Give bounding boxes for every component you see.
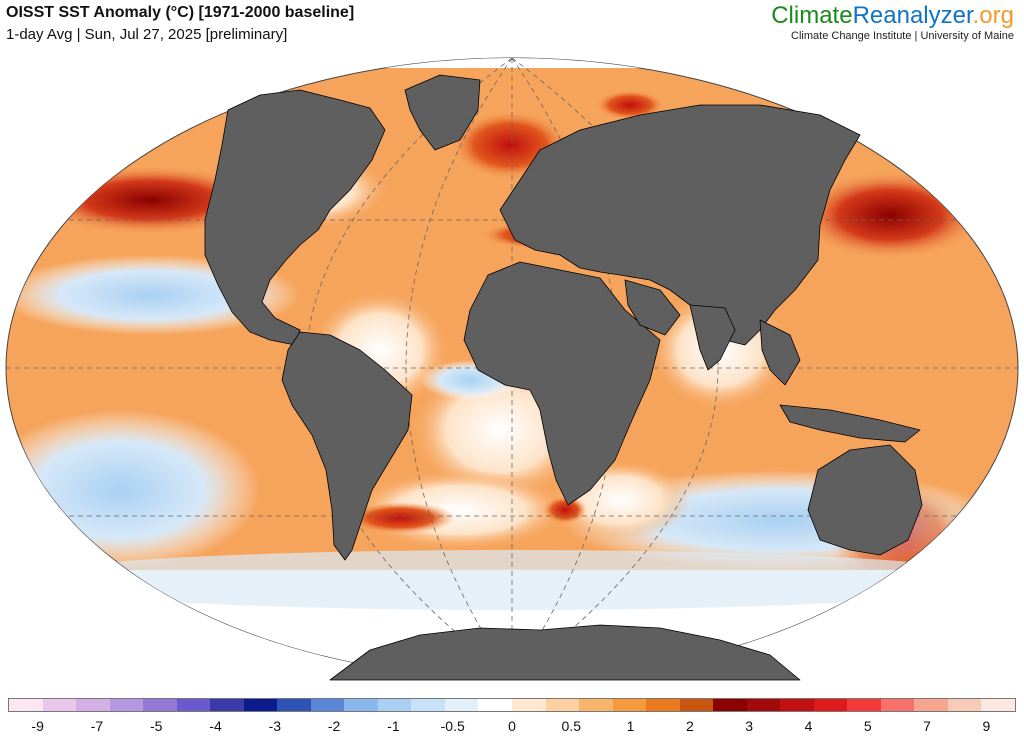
colorbar-swatch: [947, 699, 982, 711]
colorbar-swatch: [646, 699, 680, 711]
colorbar-swatch: [76, 699, 110, 711]
colorbar-tick-label: 2: [685, 718, 694, 734]
colorbar-swatch: [344, 699, 378, 711]
colorbar-swatch: [746, 699, 781, 711]
climate-reanalyzer-logo[interactable]: ClimateReanalyzer.org Climate Change Ins…: [771, 2, 1014, 42]
colorbar-tick-label: -4: [209, 718, 222, 734]
colorbar-swatch: [780, 699, 814, 711]
colorbar-swatch: [277, 699, 311, 711]
colorbar-swatch: [42, 699, 77, 711]
colorbar-tick-label: 3: [745, 718, 754, 734]
colorbar-tick-label: 4: [804, 718, 813, 734]
arabian-peninsula: [624, 279, 681, 336]
logo-word-org: .org: [972, 2, 1014, 29]
colorbar-swatch: [813, 699, 848, 711]
colorbar-tick-label: 1: [626, 718, 635, 734]
colorbar-swatch: [377, 699, 412, 711]
indian-subcontinent: [689, 304, 736, 371]
colorbar-swatch: [9, 699, 43, 711]
colorbar-swatch: [478, 699, 512, 711]
colorbar-tick-label: -2: [327, 718, 341, 734]
map-subtitle: 1-day Avg | Sun, Jul 27, 2025 [prelimina…: [6, 26, 288, 43]
colorbar-swatch: [679, 699, 714, 711]
colorbar: [8, 698, 1016, 712]
colorbar-swatch: [713, 699, 747, 711]
southeast-asia: [759, 319, 801, 386]
land-masses: [204, 74, 923, 681]
europe-asia: [499, 104, 861, 346]
map-title: OISST SST Anomaly (°C) [1971-2000 baseli…: [6, 4, 355, 21]
colorbar-tick-label: -7: [90, 718, 104, 734]
colorbar-swatch: [847, 699, 881, 711]
south-america: [281, 331, 413, 561]
indonesia: [779, 404, 921, 443]
colorbar-swatch: [981, 699, 1015, 711]
colorbar-tick-label: -0.5: [440, 718, 465, 734]
colorbar-tick-label: -9: [31, 718, 44, 734]
africa: [463, 261, 661, 506]
colorbar-swatch: [310, 699, 345, 711]
colorbar-swatch: [511, 699, 546, 711]
colorbar-tick-label: -1: [387, 718, 400, 734]
colorbar-swatch: [612, 699, 647, 711]
colorbar-swatch: [545, 699, 580, 711]
colorbar-swatch: [210, 699, 244, 711]
colorbar-swatch: [444, 699, 479, 711]
colorbar-tick-label: -5: [150, 718, 163, 734]
world-sst-anomaly-map: [5, 57, 1019, 681]
logo-word-reanalyzer: Reanalyzer: [852, 2, 973, 29]
logo-word-climate: Climate: [771, 2, 853, 29]
colorbar-tick-label: 0: [508, 718, 516, 734]
colorbar-tick-label: -3: [268, 718, 282, 734]
colorbar-swatch: [411, 699, 445, 711]
greenland: [404, 74, 481, 151]
colorbar-swatch: [579, 699, 613, 711]
colorbar-tick-label: 9: [982, 718, 991, 734]
colorbar-tick-label: 5: [863, 718, 872, 734]
colorbar-swatch: [914, 699, 948, 711]
colorbar-swatch: [880, 699, 915, 711]
colorbar-swatch: [243, 699, 278, 711]
north-america: [204, 89, 386, 346]
australia: [807, 444, 923, 556]
colorbar-tick-labels: -9 -7 -5 -4 -3 -2 -1 -0.5 0 0.5 1 2 3 4 5 7 9: [8, 718, 1016, 736]
colorbar-swatch: [176, 699, 211, 711]
colorbar-swatch: [143, 699, 177, 711]
colorbar-swatch: [109, 699, 144, 711]
logo-wordmark: ClimateReanalyzer.org: [771, 2, 1014, 30]
colorbar-tick-label: 0.5: [561, 718, 582, 734]
colorbar-tick-label: 7: [923, 718, 931, 734]
logo-tagline: Climate Change Institute | University of…: [791, 30, 1014, 42]
antarctica: [329, 624, 801, 681]
